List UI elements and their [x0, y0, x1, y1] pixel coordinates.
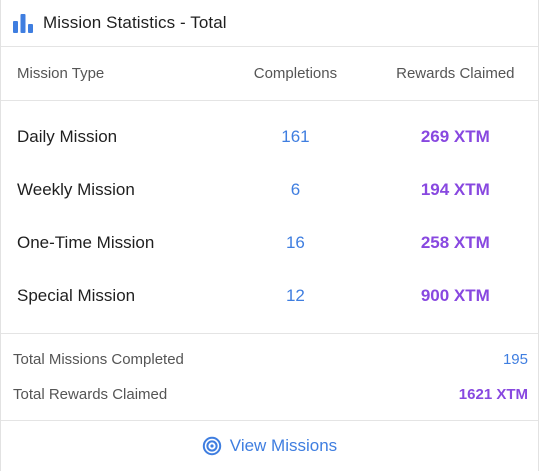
table-row: Weekly Mission 6 194 XTM	[1, 163, 538, 216]
total-rewards-value: 1621 XTM	[458, 386, 528, 403]
rewards-cell: 258 XTM	[420, 232, 490, 252]
mission-type-cell: Weekly Mission	[17, 179, 135, 199]
table-header: Mission Type Completions Rewards Claimed	[1, 47, 538, 101]
completions-cell: 16	[285, 232, 305, 252]
target-icon	[202, 436, 222, 456]
missions-table: Daily Mission 161 269 XTM Weekly Mission…	[1, 101, 538, 334]
table-row: Daily Mission 161 269 XTM	[1, 110, 538, 163]
total-missions-value: 195	[502, 351, 528, 368]
completions-cell: 6	[290, 179, 301, 199]
card-footer: View Missions	[1, 421, 538, 471]
bar-chart-icon	[12, 12, 34, 34]
column-header-mission-type: Mission Type	[17, 65, 105, 82]
card-title: Mission Statistics - Total	[43, 13, 227, 32]
total-rewards-row: Total Rewards Claimed 1621 XTM	[1, 377, 538, 412]
mission-type-cell: One-Time Mission	[17, 232, 155, 252]
mission-type-cell: Special Mission	[17, 285, 136, 305]
completions-cell: 161	[281, 126, 310, 146]
column-header-completions: Completions	[253, 65, 338, 82]
totals-section: Total Missions Completed 195 Total Rewar…	[1, 334, 538, 421]
total-missions-row: Total Missions Completed 195	[1, 342, 538, 377]
card-header: Mission Statistics - Total	[1, 0, 538, 47]
rewards-cell: 194 XTM	[420, 179, 490, 199]
column-header-rewards: Rewards Claimed	[396, 65, 515, 82]
table-row: Special Mission 12 900 XTM	[1, 269, 538, 322]
view-missions-link[interactable]: View Missions	[202, 436, 337, 456]
total-rewards-label: Total Rewards Claimed	[13, 386, 168, 403]
rewards-cell: 900 XTM	[420, 285, 490, 305]
rewards-cell: 269 XTM	[420, 126, 490, 146]
completions-cell: 12	[285, 285, 305, 305]
mission-type-cell: Daily Mission	[17, 126, 118, 146]
view-missions-label: View Missions	[229, 436, 338, 455]
total-missions-label: Total Missions Completed	[13, 351, 184, 368]
table-row: One-Time Mission 16 258 XTM	[1, 216, 538, 269]
